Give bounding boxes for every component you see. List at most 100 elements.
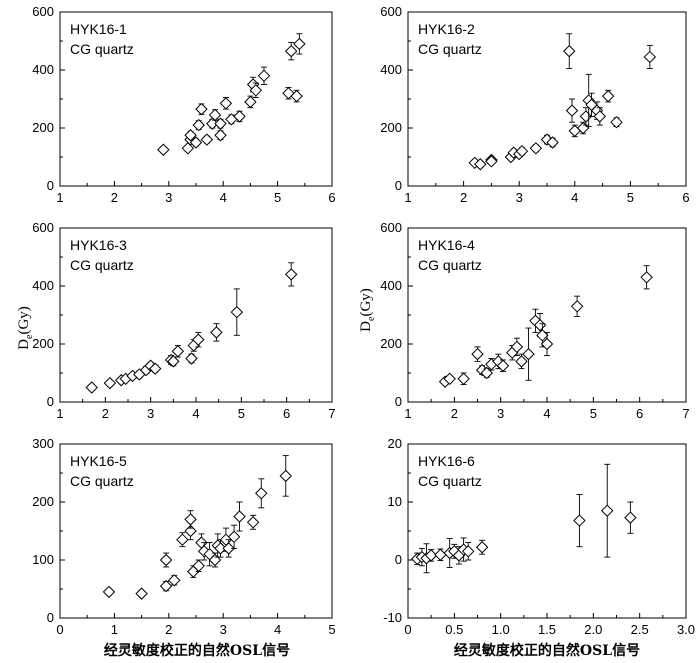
x-tick-label: 0	[404, 622, 411, 637]
data-point	[168, 574, 181, 587]
data-point	[643, 44, 657, 70]
panel-title: HYK16-4	[418, 237, 475, 253]
data-point	[219, 97, 233, 110]
data-point	[157, 143, 170, 156]
diamond-marker	[208, 108, 222, 122]
x-tick-label: 1.0	[492, 622, 510, 637]
diamond-marker	[246, 516, 260, 529]
data-point	[184, 510, 197, 529]
x-tick-label: 2.5	[631, 622, 649, 637]
x-tick-label: 4	[220, 190, 227, 205]
y-tick-label: 300	[32, 436, 54, 451]
diamond-marker	[515, 144, 529, 158]
y-tick-label: 200	[32, 120, 54, 135]
data-point	[192, 118, 205, 132]
x-tick-label: 7	[682, 406, 689, 421]
x-tick-label: 3	[165, 190, 172, 205]
diamond-marker	[563, 44, 576, 58]
data-point	[208, 108, 222, 122]
x-tick-label: 5	[238, 406, 245, 421]
data-point	[192, 331, 205, 348]
diamond-marker	[529, 142, 543, 155]
x-tick-label: 5	[274, 190, 281, 205]
diamond-marker	[214, 129, 227, 142]
panel-3: 1 2 3 4 5 6 7 0 200 400 600 HYK16-3 CG quartz	[32, 220, 335, 421]
x-tick-label: 6	[682, 190, 689, 205]
x-tick-label: 1	[111, 622, 118, 637]
diamond-marker	[185, 352, 198, 365]
data-point	[246, 514, 260, 530]
data-point	[249, 82, 263, 99]
data-point	[563, 33, 576, 70]
data-point	[210, 323, 223, 342]
data-point	[522, 327, 535, 381]
diamond-marker	[601, 89, 615, 103]
diamond-marker	[610, 115, 623, 129]
data-point	[189, 136, 203, 149]
data-point	[565, 98, 579, 123]
data-point	[424, 549, 438, 562]
x-tick-label: 4	[274, 622, 281, 637]
x-tick-label: 1	[56, 190, 63, 205]
data-point	[222, 539, 235, 558]
diamond-marker	[167, 355, 180, 368]
diamond-marker	[457, 372, 470, 386]
diamond-marker	[515, 355, 528, 368]
diamond-marker	[443, 372, 456, 386]
diamond-marker	[546, 136, 559, 149]
y-tick-label: 400	[32, 278, 54, 293]
data-point	[233, 110, 246, 123]
data-point	[510, 337, 524, 357]
y-axis-label-top: De(Gy)	[16, 306, 35, 350]
data-point	[515, 144, 529, 158]
data-point	[640, 265, 653, 290]
diamond-marker	[510, 340, 524, 354]
panel-title: HYK16-3	[70, 237, 127, 253]
diamond-marker	[102, 585, 116, 599]
diamond-marker	[573, 514, 586, 527]
data-point	[159, 579, 173, 593]
diamond-marker	[176, 533, 189, 546]
y-tick-label: 100	[32, 552, 54, 567]
diamond-marker	[279, 469, 292, 483]
data-point	[573, 494, 586, 548]
diamond-marker	[475, 541, 489, 554]
panel-title: HYK16-1	[70, 21, 127, 37]
x-tick-label: 2	[111, 190, 118, 205]
panel-4: 1 2 3 4 5 6 7 0 200 400 600 HYK16-4 CG quartz	[380, 220, 689, 421]
data-point	[214, 117, 227, 130]
y-tick-label: 0	[47, 178, 54, 193]
x-tick-label: 2	[102, 406, 109, 421]
diamond-marker	[184, 129, 197, 142]
y-axis-label-right: De(Gy)	[358, 288, 377, 332]
diamond-marker	[230, 305, 244, 319]
x-tick-label: 0.5	[445, 622, 463, 637]
x-tick-label: 3.0	[677, 622, 695, 637]
x-tick-label: 4	[571, 190, 578, 205]
diamond-marker	[192, 333, 205, 346]
data-point	[515, 353, 528, 370]
y-tick-label: 400	[380, 62, 402, 77]
x-tick-label: 6	[283, 406, 290, 421]
diamond-marker	[540, 337, 554, 351]
data-point	[185, 352, 198, 365]
diamond-marker	[135, 587, 148, 600]
data-point	[214, 129, 227, 142]
panel-title: HYK16-2	[418, 21, 475, 37]
data-point	[135, 587, 148, 600]
diamond-marker	[168, 574, 181, 587]
y-tick-label: 0	[47, 394, 54, 409]
x-axis-label-left: 经灵敏度校正的自然OSL信号	[104, 642, 290, 659]
data-point	[540, 331, 554, 357]
diamond-marker	[624, 511, 637, 524]
x-tick-label: 5	[328, 622, 335, 637]
diamond-marker	[565, 104, 579, 117]
diamond-marker	[200, 133, 214, 146]
data-point	[593, 107, 607, 126]
diamond-marker	[601, 504, 614, 517]
data-point	[192, 559, 205, 573]
diamond-marker	[290, 89, 303, 103]
